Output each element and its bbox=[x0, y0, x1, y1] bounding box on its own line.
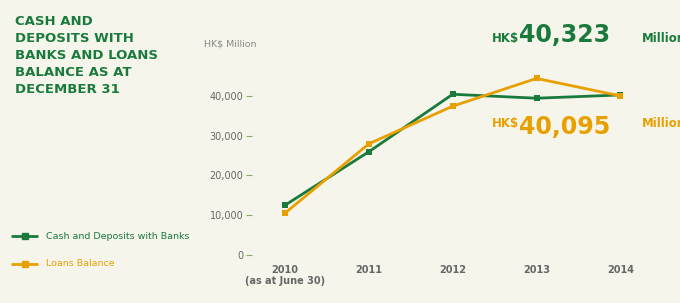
Text: 40,323: 40,323 bbox=[519, 23, 610, 47]
Text: Million: Million bbox=[641, 117, 680, 130]
Text: Loans Balance: Loans Balance bbox=[46, 259, 114, 268]
Text: HK$ Million: HK$ Million bbox=[204, 40, 256, 48]
Text: 40,095: 40,095 bbox=[519, 115, 611, 138]
Text: Million: Million bbox=[641, 32, 680, 45]
Text: CASH AND
DEPOSITS WITH
BANKS AND LOANS
BALANCE AS AT
DECEMBER 31: CASH AND DEPOSITS WITH BANKS AND LOANS B… bbox=[15, 15, 158, 96]
Text: Cash and Deposits with Banks: Cash and Deposits with Banks bbox=[46, 232, 189, 241]
Text: HK$: HK$ bbox=[492, 117, 520, 130]
Text: HK$: HK$ bbox=[492, 32, 520, 45]
